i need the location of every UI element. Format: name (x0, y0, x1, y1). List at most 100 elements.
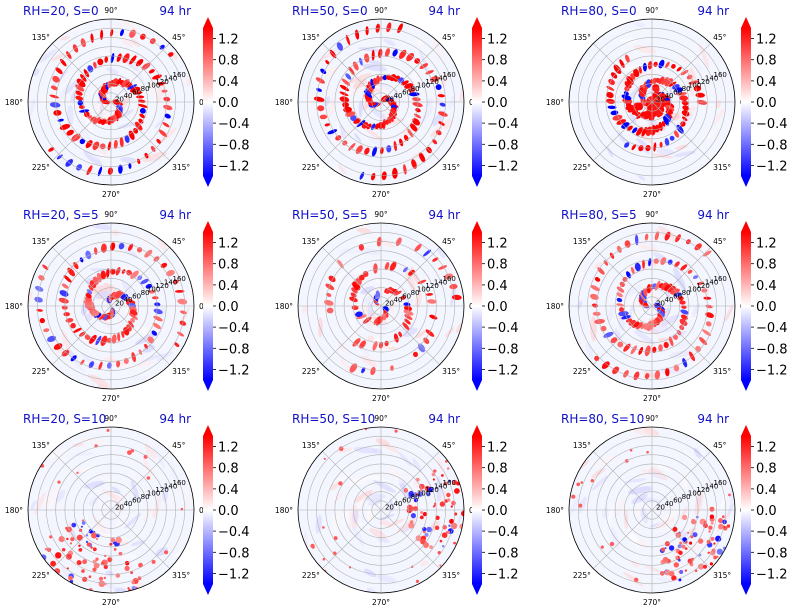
colorbar-tick-label: 0.8 (756, 54, 777, 69)
field-cell (83, 150, 103, 166)
field-cell (653, 142, 657, 152)
field-cell (376, 537, 390, 543)
field-cell (661, 77, 669, 85)
field-cell (422, 527, 427, 532)
colorbar-extend-max (472, 425, 482, 436)
field-cell (609, 541, 615, 547)
colorbar-extend-max (472, 17, 482, 28)
field-cell (708, 530, 711, 533)
field-cell (366, 123, 372, 130)
colorbar-gradient (472, 232, 482, 380)
field-cell (86, 165, 93, 176)
angle-tick-label: 315° (713, 367, 731, 376)
field-cell (121, 330, 125, 338)
field-cell (696, 99, 708, 105)
field-cell (691, 557, 695, 561)
field-cell (361, 514, 365, 523)
field-cell (139, 113, 146, 119)
colorbar-tick-label: −0.4 (218, 525, 250, 540)
field-cell (80, 127, 93, 145)
field-cell (619, 307, 624, 312)
field-cell (107, 557, 113, 563)
field-cell (633, 45, 657, 54)
field-cell (449, 283, 458, 290)
polar-frame (27, 222, 195, 390)
field-cell (448, 524, 451, 527)
field-cell (174, 342, 180, 348)
field-cell (115, 536, 122, 544)
field-cell (57, 480, 61, 484)
angle-tick-label: 45° (172, 33, 186, 42)
field-layer (303, 428, 464, 593)
field-cell (164, 113, 171, 119)
field-cell (99, 477, 116, 484)
colorbar-extend-max (203, 425, 213, 436)
field-cell (106, 337, 112, 343)
field-cell (697, 563, 705, 570)
field-cell (697, 538, 704, 544)
field-cell (699, 44, 710, 69)
field-cell (30, 500, 37, 510)
field-cell (673, 130, 680, 138)
field-cell (28, 98, 36, 120)
field-cell (67, 239, 79, 244)
radial-tick-label: 100 (688, 81, 701, 89)
field-cell (682, 514, 688, 521)
field-cell (593, 262, 602, 269)
field-cell (133, 127, 139, 134)
colorbar-tick-label: 1.2 (218, 441, 239, 456)
field-cell (77, 100, 84, 106)
field-cell (450, 522, 458, 530)
field-cell (322, 526, 325, 529)
field-cell (662, 556, 669, 563)
radial-tick-label: 20 (656, 300, 665, 308)
field-cell (679, 569, 684, 575)
field-cell (716, 548, 723, 555)
field-cell (128, 243, 134, 252)
polar-frame (568, 18, 736, 186)
colorbar: 1.2 0.8 0.4 0.0 −0.4 −0.8 −1.2 (472, 17, 519, 187)
angular-gridline (52, 247, 112, 307)
field-cell (414, 243, 422, 252)
field-cell (633, 427, 654, 437)
panel-6: 0°45°90°135°180°225°270°315°204060801001… (546, 208, 788, 403)
field-cell (86, 542, 91, 547)
colorbar-tick-label: 0.4 (218, 483, 239, 498)
field-cell (116, 291, 124, 299)
field-cell (596, 68, 614, 83)
field-cell (641, 289, 647, 300)
field-cell (581, 320, 585, 336)
radial-tick-label: 60 (673, 292, 682, 300)
field-cell (106, 67, 119, 75)
angle-tick-label: 45° (442, 441, 456, 450)
field-cell (441, 474, 444, 477)
field-cell (69, 542, 73, 545)
colorbar-gradient (472, 436, 482, 584)
field-cell (614, 328, 621, 341)
field-cell (608, 304, 614, 323)
field-cell (618, 315, 625, 332)
field-cell (404, 318, 411, 325)
field-cell (56, 154, 63, 160)
panel-time-label: 94 hr (697, 412, 729, 426)
field-cell (147, 336, 155, 344)
field-cell (389, 261, 397, 272)
angular-gridline (593, 451, 653, 511)
panel-8: 0°45°90°135°180°225°270°315°204060801001… (275, 412, 519, 607)
field-cell (636, 111, 645, 119)
angular-gridline (52, 101, 112, 161)
field-cell (409, 123, 418, 132)
field-cell (398, 452, 413, 467)
field-cell (360, 355, 377, 367)
field-cell (92, 547, 97, 552)
field-cell (438, 265, 448, 270)
field-cell (154, 117, 166, 129)
radial-tick-label: 60 (402, 88, 411, 96)
colorbar-tick-label: −0.4 (756, 321, 788, 336)
field-cell (98, 580, 106, 587)
radial-tick-label: 120 (696, 78, 709, 86)
field-cell (414, 58, 421, 64)
field-cell (707, 551, 710, 554)
field-cell (62, 548, 66, 552)
field-cell (131, 352, 136, 363)
